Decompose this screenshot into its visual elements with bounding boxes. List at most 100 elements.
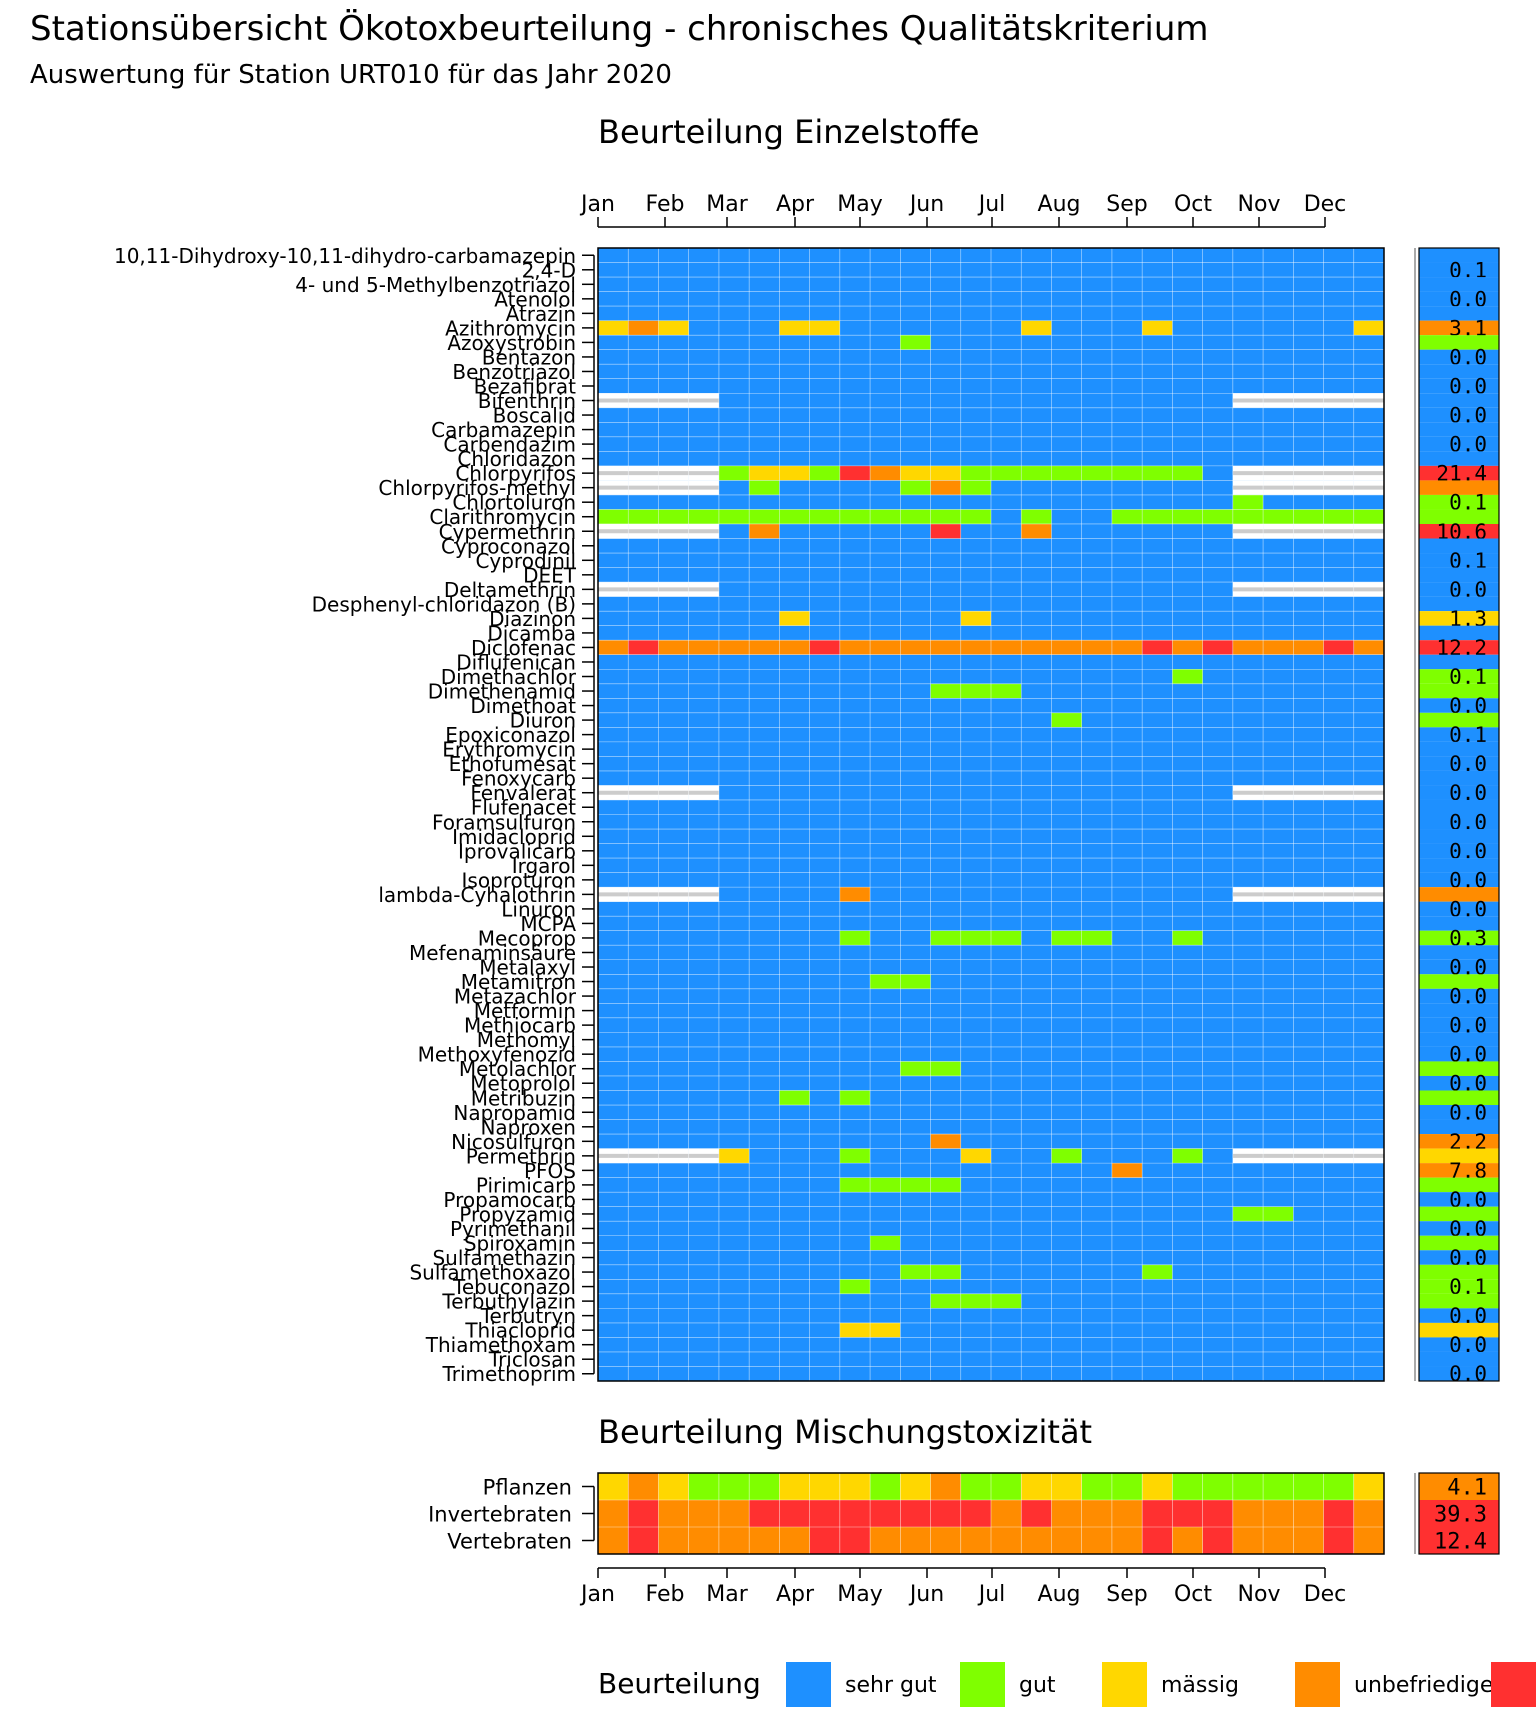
heat-cell-rated xyxy=(1232,640,1264,655)
mix-cell xyxy=(598,1500,629,1527)
heat-cell xyxy=(1051,669,1082,684)
heat-cell xyxy=(718,248,750,263)
row-label-isoproturon: Isoproturon xyxy=(462,868,576,892)
row-label-cyprodinil: Cyprodinil xyxy=(475,549,576,573)
heat-cell xyxy=(809,364,840,379)
heat-cell xyxy=(1353,625,1384,641)
heat-cell xyxy=(1021,422,1052,437)
heat-cell xyxy=(1202,422,1233,437)
heat-cell xyxy=(1293,1293,1324,1309)
heat-cell xyxy=(658,262,689,278)
heat-cell-rated xyxy=(839,1177,871,1193)
mix-cell xyxy=(1172,1473,1203,1500)
heat-cell xyxy=(1111,1235,1143,1251)
heat-cell xyxy=(628,1163,659,1178)
heat-cell xyxy=(1293,698,1324,713)
heat-cell xyxy=(809,1032,840,1047)
heat-cell xyxy=(1293,1279,1324,1294)
heat-cell xyxy=(900,291,931,307)
heat-cell xyxy=(658,1090,689,1106)
heat-cell xyxy=(658,843,689,859)
heat-cell xyxy=(839,291,871,307)
heat-cell xyxy=(718,683,750,699)
heat-cell xyxy=(991,1221,1022,1236)
heat-cell xyxy=(900,887,931,902)
heat-cell xyxy=(749,262,780,278)
heat-cell xyxy=(1323,1046,1354,1062)
heat-cell xyxy=(1051,959,1082,975)
heat-cell xyxy=(688,799,719,815)
heat-cell xyxy=(809,988,840,1004)
mix-cell xyxy=(628,1500,659,1527)
heat-cell xyxy=(658,1192,689,1207)
heat-cell xyxy=(1142,451,1173,466)
month-label-bottom-jan: Jan xyxy=(579,1582,615,1607)
heat-cell xyxy=(1081,349,1112,365)
row-label-propyzamid: Propyzamid xyxy=(459,1202,576,1226)
heat-cell xyxy=(628,1279,659,1294)
heat-cell xyxy=(1202,1366,1233,1381)
heat-cell xyxy=(991,1279,1022,1294)
heat-cell xyxy=(779,959,810,975)
heat-cell xyxy=(900,1308,931,1323)
heat-cell xyxy=(749,785,780,800)
heat-cell xyxy=(658,727,689,742)
heat-cell xyxy=(1142,988,1173,1004)
heat-cell xyxy=(870,582,901,597)
heat-cell xyxy=(960,407,991,423)
mix-cell xyxy=(1263,1473,1294,1500)
heat-cell xyxy=(1232,1308,1264,1323)
heat-cell xyxy=(1202,770,1233,786)
heat-cell xyxy=(900,1148,931,1164)
mix-cell xyxy=(1111,1500,1143,1527)
heat-cell xyxy=(688,756,719,771)
heat-cell xyxy=(598,901,629,917)
heat-cell xyxy=(718,872,750,888)
heat-cell xyxy=(688,1337,719,1352)
heat-cell xyxy=(1263,567,1294,583)
heat-cell xyxy=(1021,1221,1052,1236)
heat-cell xyxy=(960,494,991,510)
heat-cell xyxy=(688,1017,719,1033)
heat-cell xyxy=(1021,1046,1052,1062)
heat-cell xyxy=(749,1119,780,1135)
heat-cell xyxy=(749,814,780,830)
heat-cell xyxy=(809,814,840,830)
heat-cell xyxy=(809,1221,840,1236)
row-label-lambda-cyhalothrin: lambda-Cyhalothrin xyxy=(378,883,576,907)
heat-cell xyxy=(991,320,1022,336)
heat-cell xyxy=(718,262,750,278)
mix-cell xyxy=(960,1527,991,1554)
heat-cell xyxy=(1172,480,1203,495)
heat-cell xyxy=(658,1322,689,1338)
summary-cell-methomyl xyxy=(1419,1032,1499,1047)
heat-cell xyxy=(1263,988,1294,1004)
heat-cell xyxy=(1172,872,1203,888)
heat-cell xyxy=(1142,872,1173,888)
heat-cell xyxy=(628,727,659,742)
heat-cell xyxy=(658,553,689,568)
heat-cell xyxy=(1142,959,1173,975)
heat-cell xyxy=(658,1206,689,1222)
heat-cell xyxy=(1021,407,1052,423)
heat-cell xyxy=(779,567,810,583)
heat-cell xyxy=(1293,1119,1324,1135)
heat-cell xyxy=(930,378,961,394)
heat-cell xyxy=(991,799,1022,815)
heat-cell xyxy=(688,669,719,684)
heat-cell xyxy=(628,654,659,670)
heat-cell xyxy=(1142,1163,1173,1178)
heat-cell xyxy=(1202,364,1233,379)
heat-cell xyxy=(1111,277,1143,292)
row-label-naproxen: Naproxen xyxy=(480,1115,576,1139)
heat-cell xyxy=(991,901,1022,917)
heat-cell xyxy=(1353,945,1384,960)
heat-cell xyxy=(1293,596,1324,612)
heat-cell xyxy=(1172,567,1203,583)
heat-cell xyxy=(718,1075,750,1091)
heat-cell xyxy=(1293,930,1324,946)
heat-cell xyxy=(991,422,1022,437)
heat-row-tebuconazol xyxy=(598,1279,1384,1294)
heat-cell xyxy=(658,625,689,641)
